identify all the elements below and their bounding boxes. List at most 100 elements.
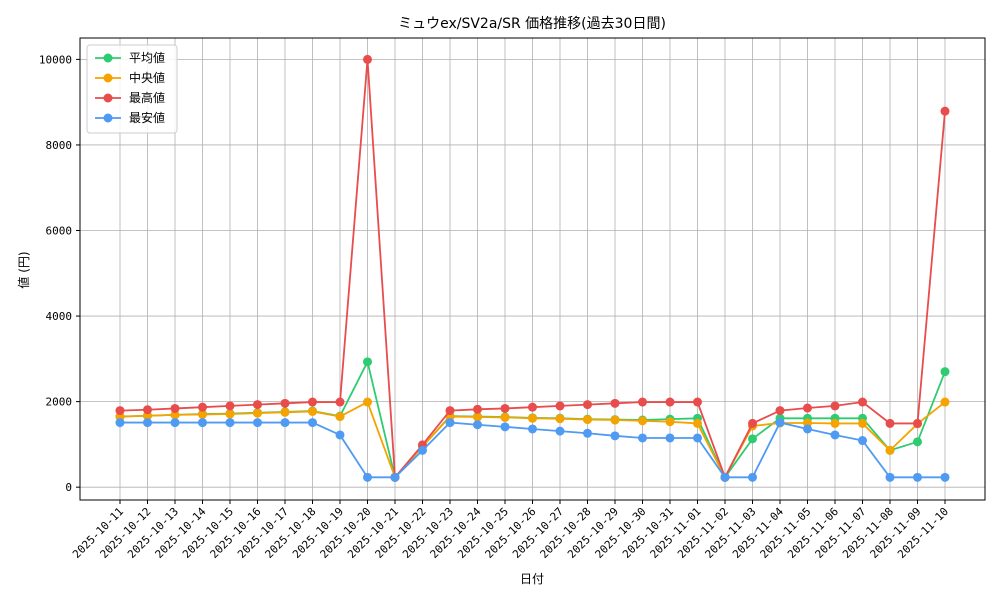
- x-axis-label: 日付: [520, 572, 544, 586]
- data-point: [858, 397, 867, 407]
- data-point: [115, 418, 125, 428]
- data-point: [363, 54, 372, 64]
- data-point: [198, 409, 207, 419]
- data-point: [885, 445, 895, 455]
- data-point: [830, 401, 840, 411]
- data-point: [308, 406, 317, 416]
- data-point: [253, 418, 262, 428]
- data-point: [913, 437, 922, 447]
- data-point: [335, 430, 345, 440]
- legend-label: 最高値: [129, 90, 165, 105]
- data-point: [610, 398, 620, 408]
- data-point: [913, 418, 922, 428]
- data-point: [940, 367, 950, 377]
- data-point: [665, 417, 675, 427]
- data-point: [473, 420, 482, 430]
- data-point: [693, 433, 702, 443]
- data-point: [885, 472, 895, 482]
- data-point: [720, 472, 730, 482]
- data-point: [583, 400, 592, 410]
- series-2: [115, 54, 950, 482]
- data-point: [170, 410, 180, 420]
- data-point: [885, 418, 895, 428]
- legend-marker: [103, 113, 113, 123]
- data-point: [940, 397, 950, 407]
- legend-marker: [103, 93, 113, 103]
- y-tick-label: 4000: [46, 310, 73, 323]
- data-point: [335, 397, 345, 407]
- y-axis-label: 値 (円): [16, 251, 31, 288]
- data-point: [748, 472, 757, 482]
- data-point: [225, 401, 235, 411]
- data-point: [830, 418, 840, 428]
- data-point: [308, 397, 317, 407]
- legend-label: 中央値: [129, 70, 165, 85]
- data-point: [253, 408, 262, 418]
- data-point: [418, 445, 427, 455]
- data-point: [225, 409, 235, 419]
- data-point: [170, 403, 180, 413]
- y-tick-label: 0: [65, 481, 72, 494]
- y-tick-label: 8000: [46, 139, 73, 152]
- y-tick-label: 2000: [46, 396, 73, 409]
- y-axis: 0 2000 4000 6000 8000 10000: [39, 53, 80, 494]
- data-point: [363, 357, 372, 367]
- data-point: [170, 418, 180, 428]
- data-point: [500, 422, 510, 432]
- data-point: [473, 404, 482, 414]
- series-lines: [115, 54, 950, 482]
- chart-title: ミュウex/SV2a/SR 価格推移(過去30日間): [398, 16, 666, 32]
- data-point: [308, 418, 317, 428]
- data-point: [528, 402, 537, 412]
- y-tick-label: 6000: [46, 225, 73, 238]
- data-point: [280, 418, 290, 428]
- data-point: [115, 406, 125, 416]
- data-point: [143, 405, 152, 415]
- data-point: [638, 397, 647, 407]
- data-point: [940, 106, 950, 116]
- data-point: [693, 418, 702, 428]
- data-point: [335, 412, 345, 422]
- legend-label: 最安値: [129, 110, 165, 125]
- data-point: [775, 406, 785, 416]
- data-point: [555, 426, 565, 436]
- data-point: [225, 418, 235, 428]
- legend-label: 平均値: [129, 50, 165, 65]
- data-point: [748, 418, 757, 428]
- data-point: [803, 403, 812, 413]
- data-point: [528, 424, 537, 434]
- data-point: [500, 412, 510, 422]
- data-point: [583, 415, 592, 425]
- data-point: [445, 418, 455, 428]
- data-point: [748, 434, 757, 444]
- data-point: [693, 397, 702, 407]
- data-point: [390, 472, 400, 482]
- data-point: [445, 406, 455, 416]
- data-point: [280, 398, 290, 408]
- data-point: [665, 433, 675, 443]
- data-point: [610, 431, 620, 441]
- data-point: [610, 415, 620, 425]
- data-point: [500, 403, 510, 413]
- data-point: [280, 407, 290, 417]
- data-point: [803, 424, 812, 434]
- data-point: [363, 397, 372, 407]
- data-point: [473, 412, 482, 422]
- data-point: [143, 418, 152, 428]
- x-axis: 2025-10-112025-10-122025-10-132025-10-14…: [70, 500, 951, 561]
- data-point: [363, 472, 372, 482]
- data-point: [198, 402, 207, 412]
- data-point: [555, 414, 565, 424]
- y-tick-label: 10000: [39, 53, 72, 66]
- data-point: [555, 401, 565, 411]
- data-point: [198, 418, 207, 428]
- series-3: [115, 418, 950, 482]
- data-point: [638, 433, 647, 443]
- data-point: [913, 472, 922, 482]
- data-point: [583, 428, 592, 438]
- data-point: [858, 418, 867, 428]
- data-point: [528, 413, 537, 423]
